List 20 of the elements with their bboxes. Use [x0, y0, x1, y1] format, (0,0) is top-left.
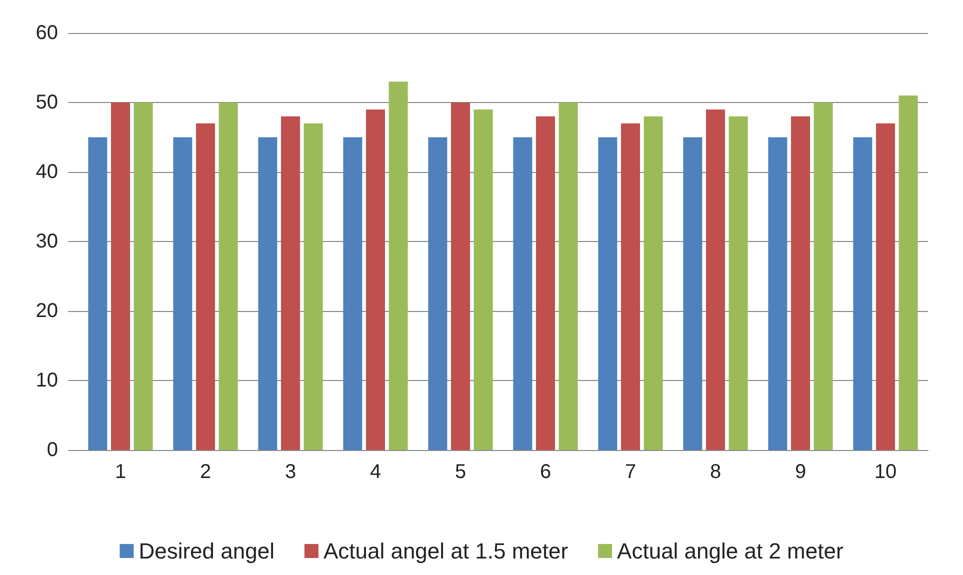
legend-label: Actual angel at 1.5 meter [323, 538, 568, 564]
y-tick-label: 30 [36, 230, 58, 252]
x-tick-label: 1 [114, 461, 126, 483]
x-tick-label: 4 [370, 461, 382, 483]
x-tick-label: 6 [540, 461, 552, 483]
x-tick-label: 3 [284, 461, 296, 483]
y-tick-label: 0 [46, 439, 58, 461]
y-tick-label: 50 [36, 92, 58, 114]
x-tick-label: 5 [454, 461, 466, 483]
legend-label: Actual angle at 2 meter [617, 538, 844, 564]
legend-label: Desired angel [138, 538, 274, 564]
x-tick-label: 8 [710, 461, 722, 483]
y-tick-label: 40 [36, 161, 58, 183]
x-tick-label: 10 [874, 461, 897, 483]
x-tick-label: 7 [624, 461, 636, 483]
y-tick-label: 20 [36, 300, 58, 322]
x-tick-label: 9 [794, 461, 806, 483]
y-tick-label: 10 [36, 370, 58, 392]
y-tick-label: 60 [36, 22, 58, 44]
x-tick-label: 2 [200, 461, 212, 483]
